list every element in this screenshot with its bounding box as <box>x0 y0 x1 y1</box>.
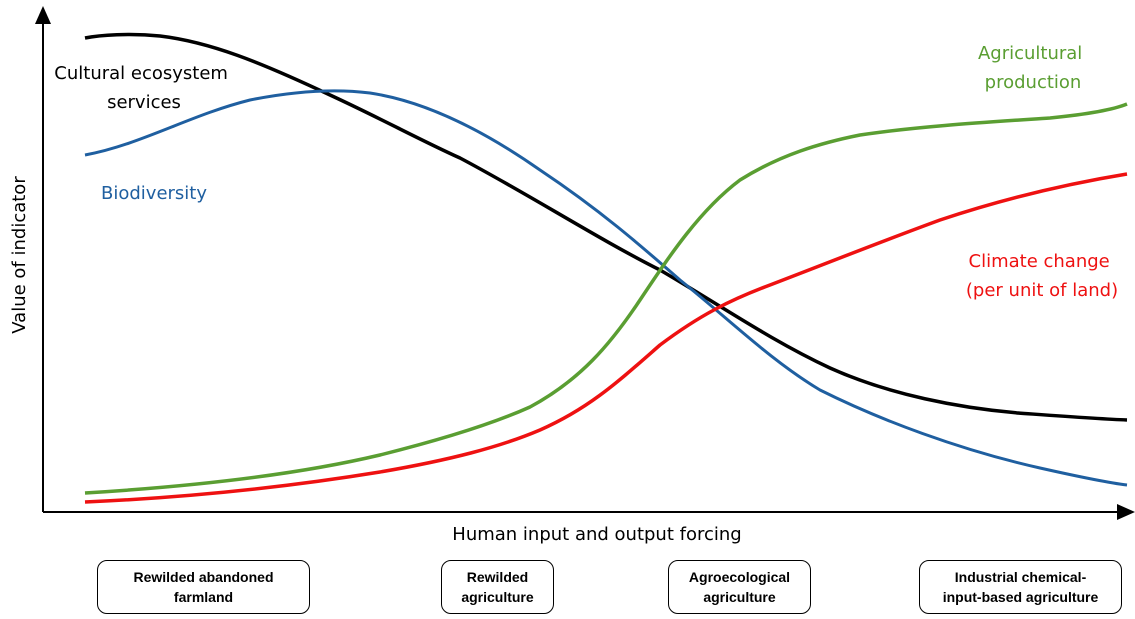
stage-industrial-agriculture: Industrial chemical- input-based agricul… <box>919 560 1122 614</box>
biodiversity-label: Biodiversity <box>101 183 207 204</box>
agricultural-production-curve <box>84 102 1128 495</box>
climate-label-line2: (per unit of land) <box>966 280 1118 301</box>
biodiversity-curve <box>84 89 1128 487</box>
agricultural-production-label: Agricultural production <box>978 43 1088 93</box>
cultural-ecosystem-services-curve <box>84 32 1128 422</box>
stage-agroecological-agriculture: Agroecological agriculture <box>668 560 811 614</box>
stage-rewilded-agriculture: Rewilded agriculture <box>441 560 554 614</box>
cultural-label-line1: Cultural ecosystem <box>54 63 228 84</box>
x-axis-title: Human input and output forcing <box>452 524 741 545</box>
climate-label-line1: Climate change <box>969 251 1110 272</box>
cultural-label-line2: services <box>107 92 181 113</box>
y-axis-title: Value of indicator <box>9 176 30 334</box>
cultural-ecosystem-services-label: Cultural ecosystem services <box>54 63 233 113</box>
climate-change-label: Climate change (per unit of land) <box>966 251 1118 301</box>
agricultural-label-line1: Agricultural <box>978 43 1082 64</box>
climate-change-curve <box>84 172 1128 504</box>
agricultural-label-line2: production <box>985 72 1082 93</box>
stage-rewilded-abandoned-farmland: Rewilded abandoned farmland <box>97 560 310 614</box>
